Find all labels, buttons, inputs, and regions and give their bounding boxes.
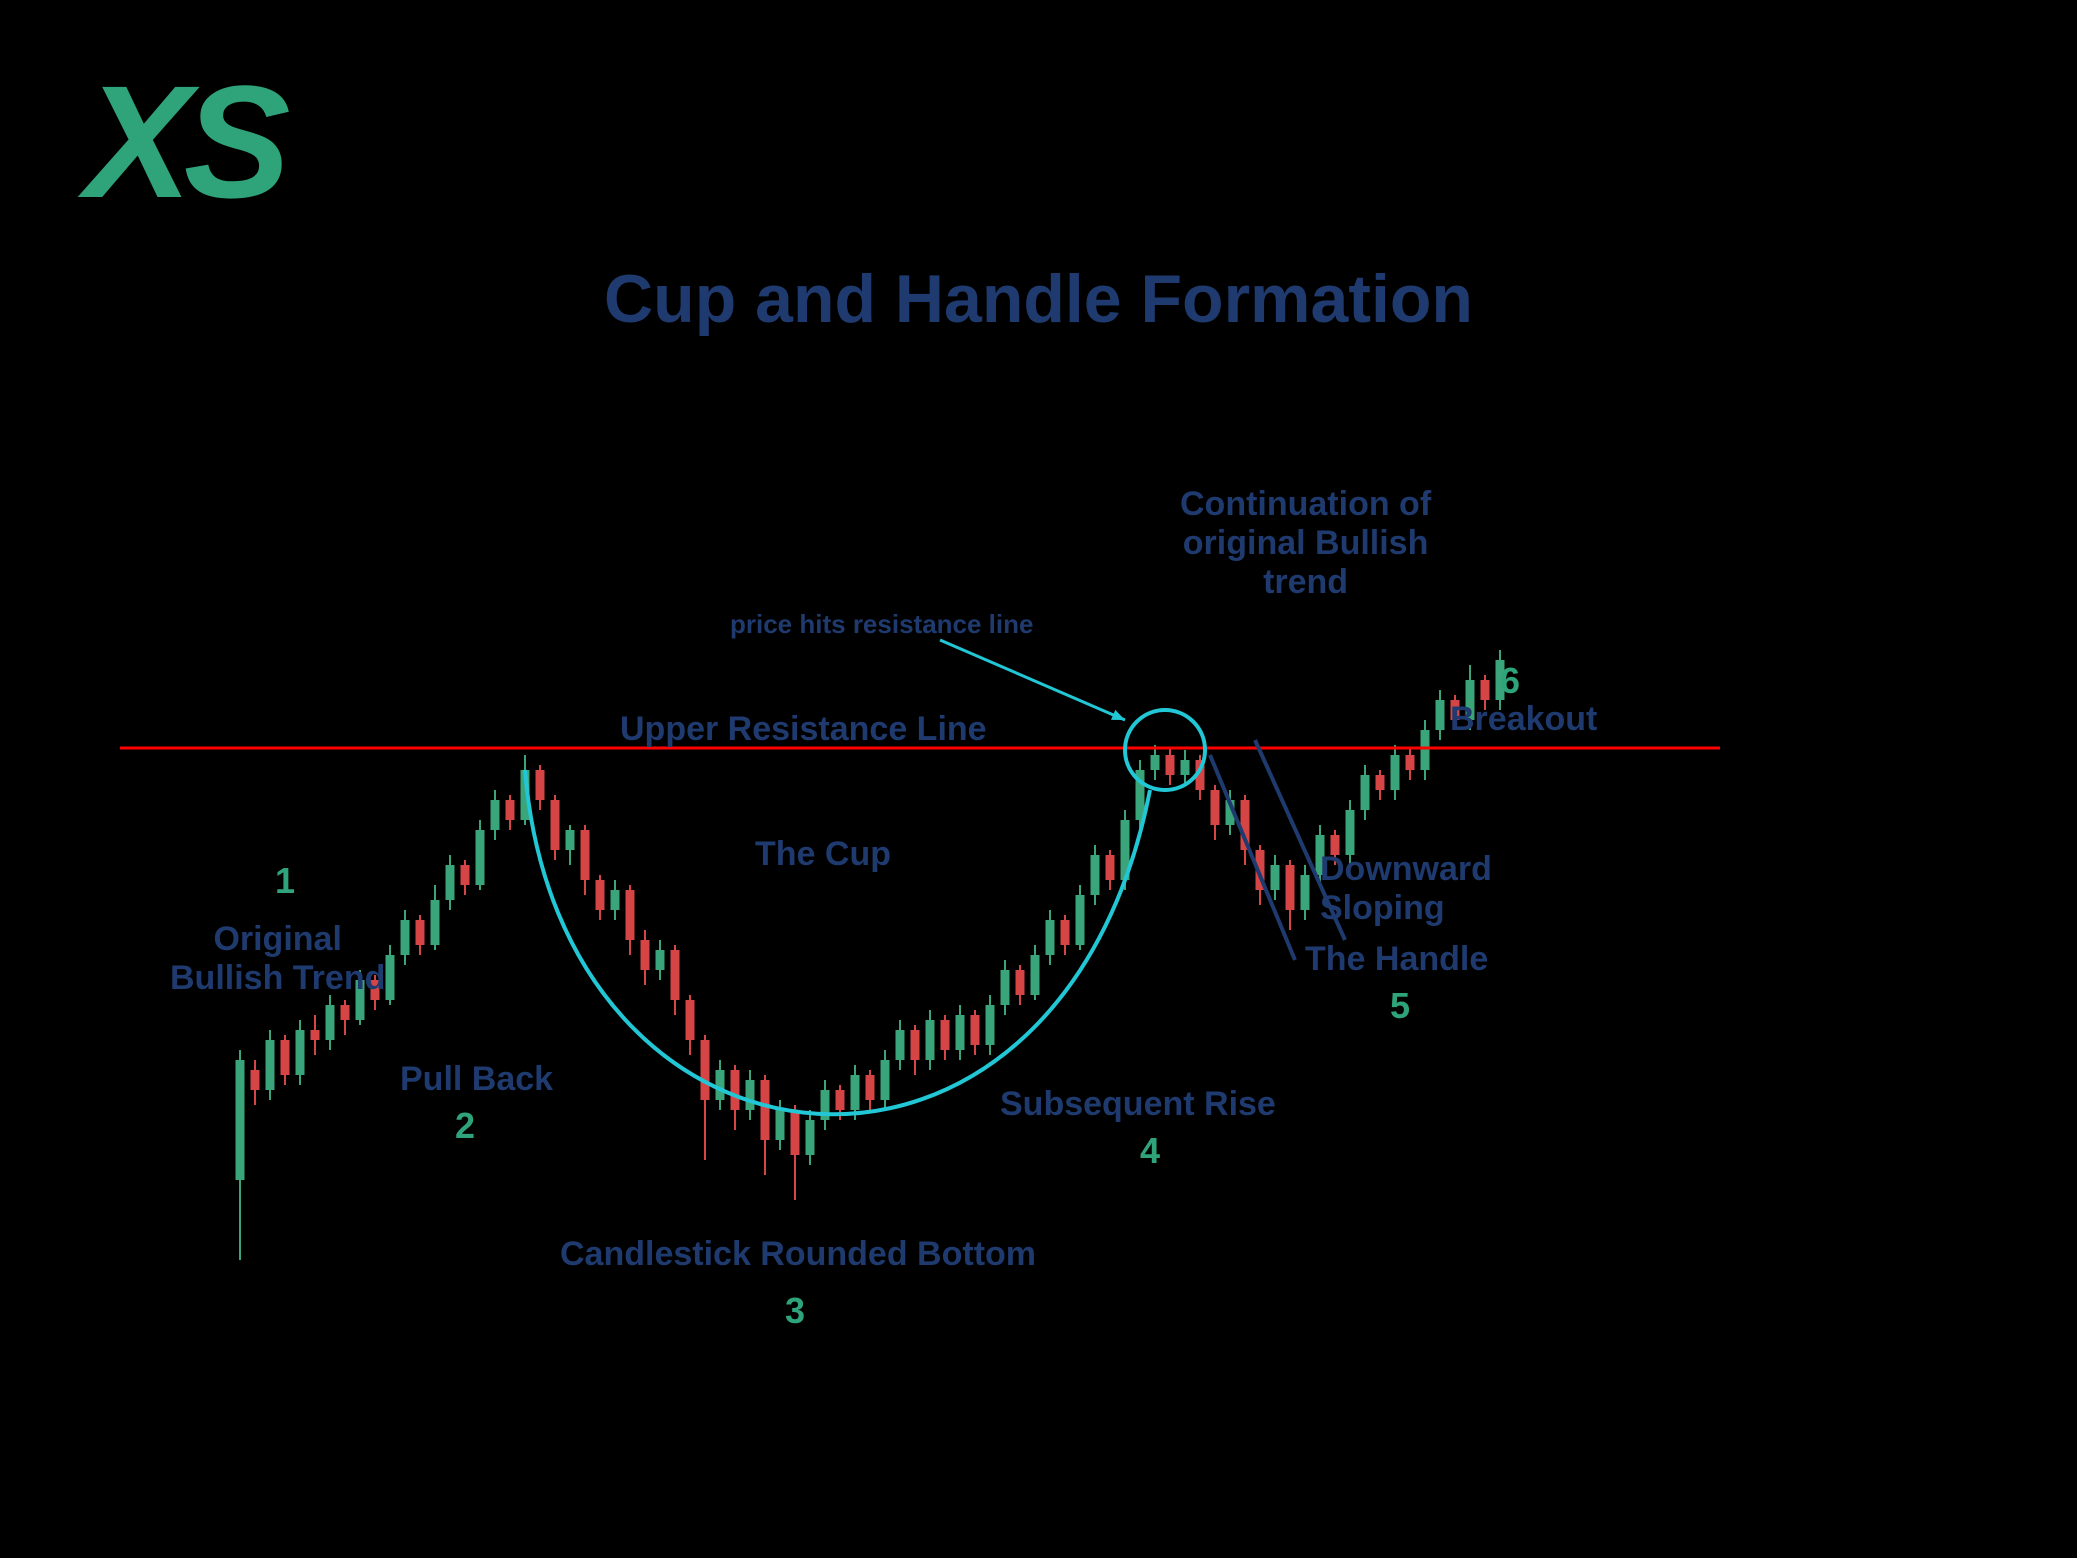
label-the-handle: The Handle (1305, 940, 1488, 979)
label-original-bullish: Original Bullish Trend (170, 920, 385, 998)
label-pull-back: Pull Back (400, 1060, 553, 1099)
chart-svg (0, 0, 2077, 1558)
label-breakout: Breakout (1450, 700, 1597, 739)
number-2: 2 (455, 1105, 475, 1147)
label-the-cup: The Cup (755, 835, 891, 874)
number-4: 4 (1140, 1130, 1160, 1172)
label-hits-resistance: price hits resistance line (730, 610, 1033, 640)
label-rounded-bottom: Candlestick Rounded Bottom (560, 1235, 1036, 1274)
label-continuation: Continuation of original Bullish trend (1180, 485, 1431, 602)
number-3: 3 (785, 1290, 805, 1332)
label-subsequent-rise: Subsequent Rise (1000, 1085, 1276, 1124)
number-6: 6 (1500, 660, 1520, 702)
chart-stage: XS Cup and Handle Formation Continuation… (0, 0, 2077, 1558)
number-5: 5 (1390, 985, 1410, 1027)
label-upper-resistance: Upper Resistance Line (620, 710, 987, 749)
number-1: 1 (275, 860, 295, 902)
label-downward-sloping: Downward Sloping (1320, 850, 1492, 928)
